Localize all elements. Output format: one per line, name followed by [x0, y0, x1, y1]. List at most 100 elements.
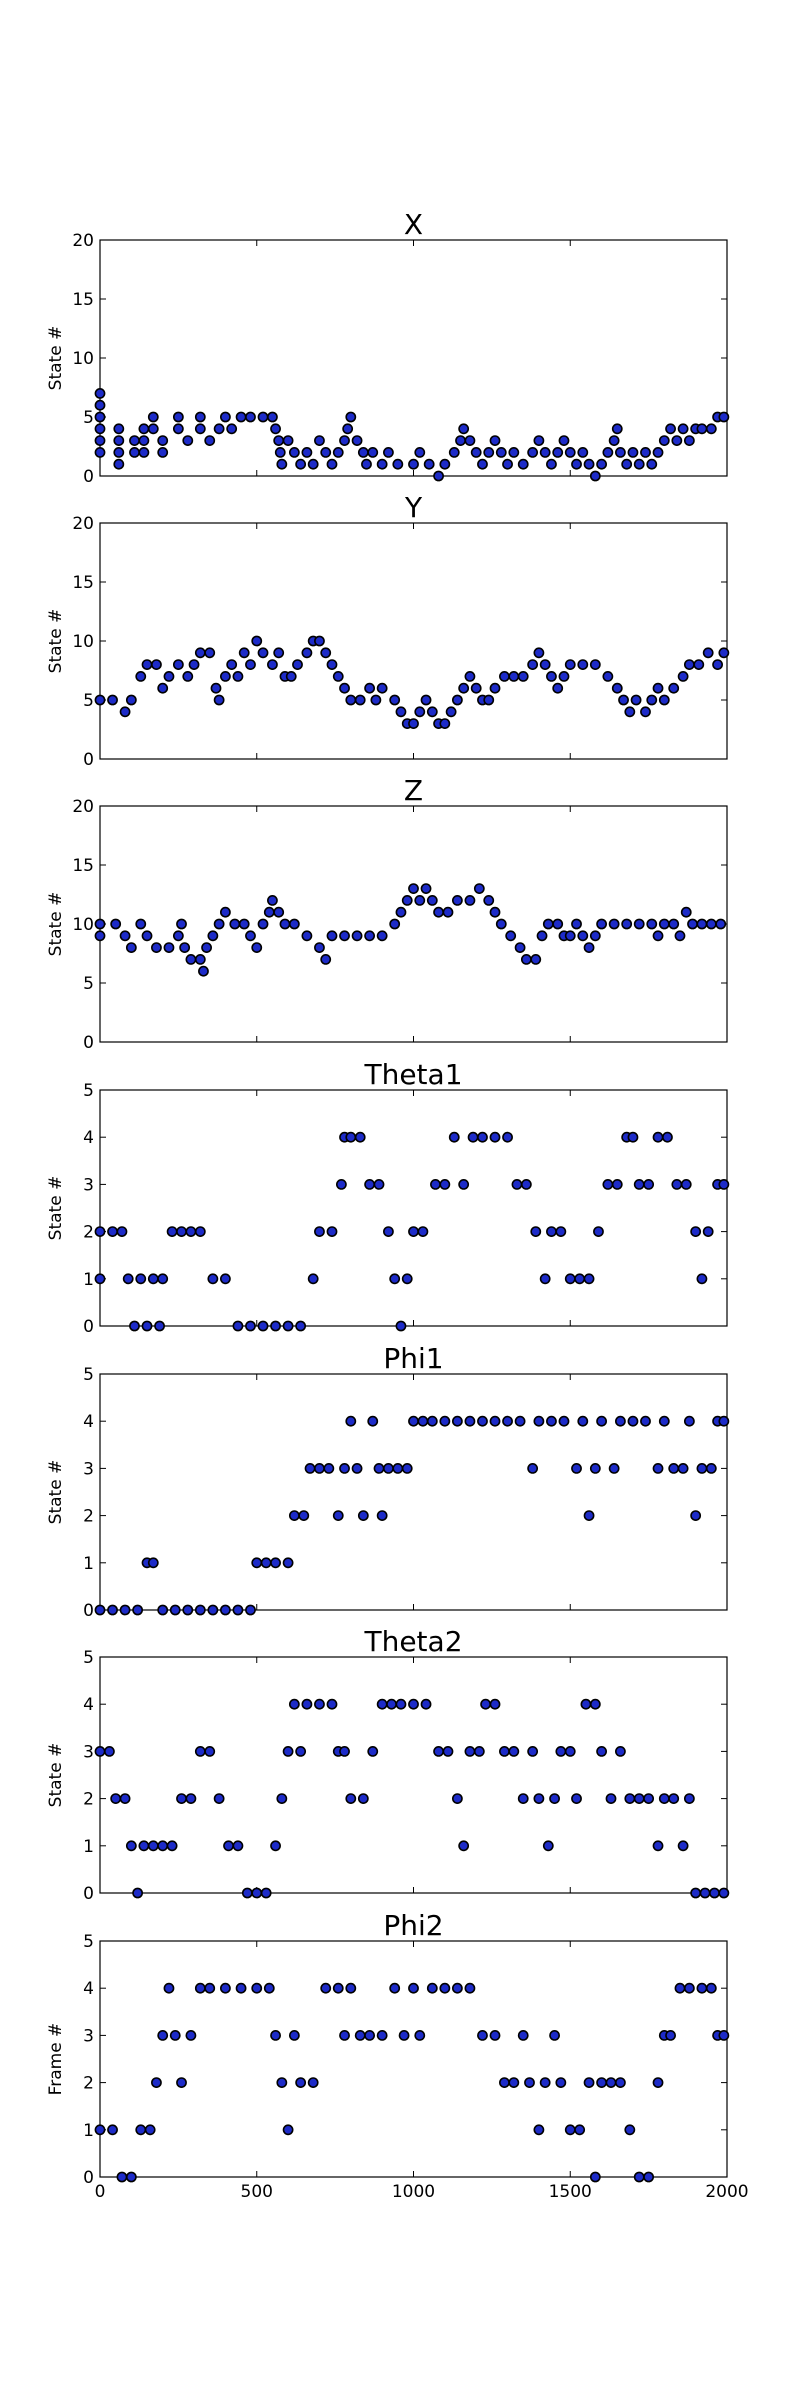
data-point	[718, 411, 730, 423]
data-point	[643, 2171, 655, 2183]
data-point	[194, 1604, 206, 1616]
data-point	[94, 930, 106, 942]
data-point	[458, 423, 470, 435]
data-point	[301, 446, 313, 458]
y-tick-label: 2	[83, 1223, 94, 1243]
data-point	[542, 918, 554, 930]
data-point	[282, 1557, 294, 1569]
data-point	[94, 694, 106, 706]
data-point	[383, 1226, 394, 1237]
data-point	[345, 1793, 357, 1804]
y-tick-label: 2	[83, 1507, 94, 1527]
data-point	[169, 2030, 181, 2041]
data-point	[373, 1179, 385, 1190]
data-point	[683, 1982, 695, 1994]
data-point	[433, 1746, 444, 1757]
data-point	[147, 411, 159, 423]
data-point	[251, 1887, 263, 1899]
data-point	[301, 647, 313, 659]
data-point	[577, 446, 589, 458]
data-point	[640, 446, 651, 458]
y-axis-label: State #	[46, 1743, 66, 1808]
data-point	[172, 411, 184, 423]
panel-title: Y	[404, 491, 423, 524]
data-point	[251, 1557, 263, 1569]
data-point	[201, 942, 212, 953]
data-point	[135, 1273, 147, 1285]
y-tick-label: 3	[83, 2026, 94, 2046]
data-point	[267, 895, 278, 906]
data-points	[94, 883, 727, 977]
data-point	[621, 918, 633, 930]
data-point	[423, 458, 435, 470]
data-point	[558, 435, 570, 446]
data-point	[157, 2030, 169, 2041]
y-tick-label: 5	[83, 974, 94, 994]
data-point	[430, 1179, 441, 1190]
data-point	[285, 671, 297, 682]
data-point	[389, 1982, 401, 1994]
data-point	[307, 458, 319, 470]
data-point	[219, 906, 231, 918]
data-point	[546, 1415, 557, 1427]
data-point	[539, 446, 551, 458]
data-point	[172, 659, 184, 670]
data-point	[301, 1698, 313, 1710]
data-point	[383, 1463, 394, 1474]
panel-theta2: Theta2 0 1 2 3 4 5 State #	[46, 1625, 730, 1904]
data-point	[658, 1415, 670, 1427]
data-point	[674, 930, 686, 942]
data-point	[571, 1463, 582, 1474]
data-point	[138, 435, 150, 446]
data-point	[508, 671, 520, 682]
data-point	[182, 435, 194, 446]
data-point	[257, 1320, 269, 1332]
data-point	[107, 1226, 118, 1237]
data-point	[295, 458, 307, 470]
data-point	[658, 694, 670, 706]
data-point	[401, 1273, 413, 1285]
data-point	[251, 1982, 263, 1994]
data-point	[508, 1746, 520, 1757]
data-point	[420, 1698, 432, 1710]
data-point	[270, 423, 281, 435]
data-point	[270, 1557, 281, 1569]
data-point	[571, 918, 582, 930]
data-point	[314, 435, 325, 446]
y-tick-label: 5	[83, 691, 94, 711]
data-point	[627, 1131, 639, 1143]
data-point	[135, 918, 147, 930]
data-point	[408, 1982, 419, 1994]
data-point	[288, 1698, 300, 1710]
data-point	[257, 411, 269, 423]
plot-area	[99, 805, 728, 1043]
data-point	[257, 918, 269, 930]
data-point	[705, 1463, 717, 1474]
data-point	[489, 435, 501, 446]
data-point	[408, 458, 419, 470]
data-point	[677, 1463, 689, 1474]
data-point	[213, 918, 225, 930]
data-point	[125, 942, 137, 953]
data-point	[696, 918, 708, 930]
data-point	[602, 671, 614, 682]
data-point	[354, 694, 366, 706]
data-point	[571, 458, 582, 470]
data-point	[502, 1131, 513, 1143]
data-point	[364, 1179, 376, 1190]
data-point	[712, 659, 723, 670]
data-point	[718, 1415, 730, 1427]
data-point	[389, 1273, 401, 1285]
y-tick-label: 0	[83, 1601, 94, 1621]
data-point	[94, 446, 106, 458]
data-point	[226, 659, 238, 670]
data-point	[658, 918, 670, 930]
data-point	[451, 1793, 463, 1804]
data-point	[624, 2124, 636, 2136]
data-point	[94, 1273, 106, 1285]
data-points	[94, 387, 730, 482]
data-point	[718, 1887, 730, 1899]
data-point	[533, 2124, 545, 2136]
data-point	[608, 435, 620, 446]
data-point	[129, 435, 140, 446]
